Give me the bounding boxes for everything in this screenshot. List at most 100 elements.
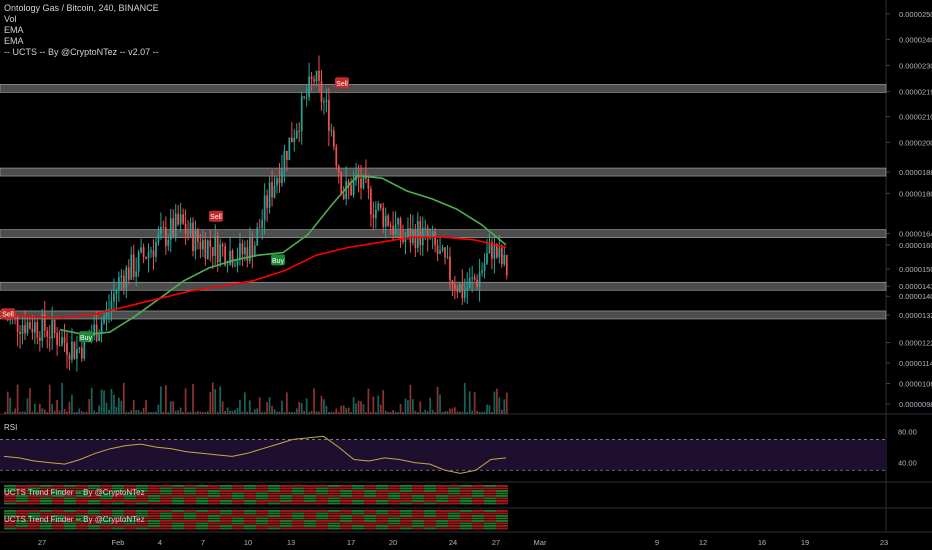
trend-cell: [160, 492, 172, 495]
trend-cell: [304, 520, 316, 522]
trend-cell: [160, 522, 172, 525]
trend-cell: [472, 515, 484, 517]
trend-cell: [136, 517, 148, 520]
trend-cell: [28, 502, 40, 505]
trend-cell: [184, 517, 196, 520]
trend-cell: [364, 510, 376, 512]
trend-cell: [460, 517, 472, 520]
trend-cell: [436, 485, 448, 487]
candle-body: [402, 238, 404, 242]
candle-body: [61, 337, 63, 346]
trend-cell: [64, 522, 76, 525]
trend-cell: [160, 500, 172, 502]
trend-cell: [412, 510, 424, 512]
trend-cell: [436, 495, 448, 497]
trend-cell: [340, 515, 352, 517]
volume-bar: [206, 411, 209, 414]
legend-vol[interactable]: Vol: [4, 14, 17, 24]
trend-cell: [352, 522, 364, 525]
candle-body: [234, 265, 236, 267]
trend-cell: [304, 495, 316, 497]
volume-bar: [310, 410, 313, 414]
trend-cell: [364, 512, 376, 515]
trend-cell: [376, 512, 388, 515]
price-tick-label: 0.00002400: [899, 36, 932, 45]
trend-cell: [4, 512, 16, 515]
volume-bar: [357, 400, 360, 414]
trend-cell: [232, 522, 244, 525]
volume-bar: [226, 407, 229, 414]
legend-ucts[interactable]: -- UCTS -- By @CryptoNTez -- v2.07 --: [4, 47, 159, 57]
trend-cell: [52, 497, 64, 500]
trend-finder-pane-1: [4, 485, 508, 505]
trend-cell: [76, 490, 88, 492]
volume-bars: [4, 382, 508, 414]
candle-body: [118, 277, 120, 291]
trend-cell: [16, 492, 28, 495]
trend-cell: [496, 517, 508, 520]
candle-body: [288, 137, 291, 160]
trend-cell: [232, 500, 244, 502]
trend-cell: [280, 512, 292, 515]
candle-body: [211, 247, 214, 257]
symbol-title[interactable]: Ontology Gas / Bitcoin, 240, BINANCE: [4, 3, 159, 13]
trend-cell: [148, 502, 160, 505]
candle-body: [224, 246, 226, 266]
trend-cell: [4, 487, 16, 490]
volume-bar: [360, 401, 362, 414]
trend-cell: [280, 487, 292, 490]
trend-cell: [256, 485, 268, 487]
trend-cell: [52, 500, 64, 502]
rsi-label[interactable]: RSI: [4, 423, 18, 432]
legend-ema-2[interactable]: EMA: [4, 36, 24, 46]
trend-cell: [316, 517, 328, 520]
trend-cell: [292, 500, 304, 502]
trend-cell: [280, 490, 292, 492]
trend-cell: [280, 502, 292, 505]
legend-ema-1[interactable]: EMA: [4, 25, 24, 35]
trend-cell: [136, 522, 148, 525]
trend-cell: [184, 515, 196, 517]
trend-cell: [364, 502, 376, 505]
trend-cell: [184, 500, 196, 502]
trend-cell: [400, 525, 412, 527]
trend-cell: [268, 520, 280, 522]
trend-cell: [16, 517, 28, 520]
volume-bar: [187, 411, 189, 414]
trend-cell: [280, 522, 292, 525]
trend-cell: [100, 495, 112, 497]
trend-cell: [28, 500, 40, 502]
trend-cell: [244, 492, 256, 495]
volume-bar: [402, 411, 404, 414]
time-tick-label: 23: [880, 538, 888, 547]
candle-body: [370, 189, 372, 215]
zone-band: [0, 281, 887, 291]
trend-cell: [376, 495, 388, 497]
trend-cell: [88, 515, 100, 517]
time-tick-label: 16: [758, 538, 766, 547]
volume-bar: [202, 411, 204, 414]
candle-body: [387, 215, 390, 226]
trend-cell: [100, 525, 112, 527]
trend-cell: [244, 502, 256, 505]
volume-bar: [377, 395, 380, 414]
candle-body: [303, 96, 306, 98]
signal-label: Sell: [2, 312, 14, 319]
trend-cell: [280, 515, 292, 517]
candle-body: [281, 169, 283, 184]
trend-cell: [52, 522, 64, 525]
volume-bar: [374, 411, 377, 414]
trend-cell: [4, 520, 16, 522]
trend-finder-label-1[interactable]: UCTS Trend Finder -- By @CryptoNTez: [4, 488, 145, 497]
trend-cell: [460, 502, 472, 505]
trend-cell: [160, 520, 172, 522]
trend-cell: [280, 525, 292, 527]
trend-cell: [472, 525, 484, 527]
trend-finder-label-2[interactable]: UCTS Trend Finder -- By @CryptoNTez: [4, 515, 145, 524]
trend-cell: [376, 485, 388, 487]
trend-cell: [196, 510, 208, 512]
volume-bar: [365, 411, 367, 414]
trend-cell: [100, 510, 112, 512]
volume-bar: [244, 392, 246, 414]
